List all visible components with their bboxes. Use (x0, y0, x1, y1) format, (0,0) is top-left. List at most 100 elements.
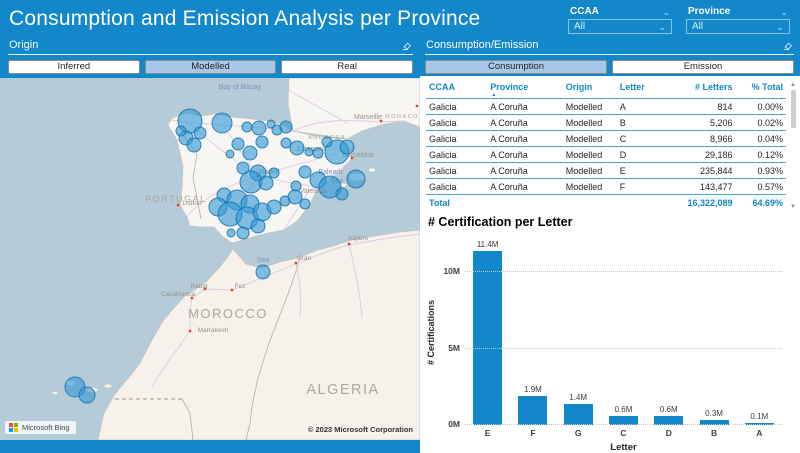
map-data-bubble[interactable] (175, 125, 187, 137)
bing-logo[interactable]: Microsoft Bing (5, 421, 76, 434)
map-data-bubble[interactable] (251, 120, 267, 136)
map-data-bubble[interactable] (186, 137, 202, 153)
data-table: CCAA Province ▲ Origin Letter # Letters% Tota… (426, 80, 786, 210)
right-panel: CCAA Province ▲ Origin Letter # Letters% Tota… (420, 76, 800, 453)
map-data-bubble[interactable] (346, 169, 366, 189)
slicer-option-consumption[interactable]: Consumption (425, 59, 607, 74)
map-data-bubble[interactable] (225, 149, 235, 159)
map-data-bubble[interactable] (304, 147, 314, 157)
map-data-bubble[interactable] (318, 175, 342, 199)
map-data-bubble[interactable] (299, 198, 311, 210)
table-row[interactable]: Galicia A Coruña Modelled C 8,966 0.04% (426, 130, 786, 147)
bing-label: Microsoft Bing (22, 423, 70, 432)
map-data-bubble[interactable] (298, 165, 312, 179)
bar-data-label: 1.4M (569, 392, 588, 402)
table-row[interactable]: Galicia A Coruña Modelled D 29,186 0.12% (426, 146, 786, 163)
map-data-bubble[interactable] (255, 135, 269, 149)
map-data-bubble[interactable] (279, 120, 293, 134)
scroll-up-icon[interactable]: ▲ (790, 82, 796, 88)
slicer-option-inferred[interactable]: Inferred (8, 59, 140, 74)
map-data-bubble[interactable] (193, 126, 207, 140)
map-data-bubble[interactable] (289, 140, 305, 156)
map-data-bubble[interactable] (268, 167, 280, 179)
sort-ascending-icon: ▲ (491, 92, 497, 98)
scroll-down-icon[interactable]: ▼ (790, 204, 796, 210)
bar-data-label: 0.3M (705, 409, 723, 419)
column-header-province[interactable]: Province ▲ (487, 80, 563, 99)
province-filter: Province ⌄ All ⌄ (686, 5, 790, 34)
map-visual[interactable]: Bay of BiscayBalearicSeaSeaMarseilleMONA… (0, 78, 420, 440)
map-data-bubble[interactable] (242, 145, 258, 161)
map-data-bubble[interactable] (255, 264, 271, 280)
map-data-bubble[interactable] (241, 121, 253, 133)
map-island-canary (51, 391, 59, 395)
map-data-bubble[interactable] (266, 119, 276, 129)
table-row[interactable]: Galicia A Coruña Modelled F 143,477 0.57% (426, 178, 786, 195)
province-dropdown-value: All (692, 21, 704, 32)
map-data-bubble[interactable] (280, 137, 292, 149)
bar-b[interactable] (699, 420, 729, 425)
bar-data-label: 0.6M (614, 404, 633, 414)
table-cell: C (616, 130, 660, 147)
table-cell: F (616, 178, 660, 195)
slicer-option-emission[interactable]: Emission (612, 59, 794, 74)
province-filter-header[interactable]: Province ⌄ (686, 5, 790, 19)
bar-f[interactable] (518, 396, 548, 425)
bar-g[interactable] (563, 403, 593, 425)
bar-d[interactable] (654, 415, 684, 425)
gridline (465, 347, 782, 349)
map-data-bubble[interactable] (321, 136, 333, 148)
bar-data-label: 0.1M (750, 412, 769, 422)
column-header-letter[interactable]: Letter (616, 80, 660, 99)
map-data-bubble[interactable] (290, 180, 302, 192)
column-header-letters[interactable]: # Letters (659, 80, 736, 99)
map-data-bubble[interactable] (231, 137, 245, 151)
scrollbar-thumb[interactable] (790, 90, 796, 128)
bar-chart-visual: # Certification per Letter # Certificati… (426, 215, 796, 453)
clear-selections-icon[interactable] (783, 40, 793, 50)
consumption-emission-slicer-options: Consumption Emission (425, 59, 794, 74)
map-data-bubble[interactable] (266, 199, 282, 215)
bar-c[interactable] (608, 415, 638, 425)
ccaa-filter-header[interactable]: CCAA ⌄ (568, 5, 672, 19)
table-scrollbar[interactable]: ▲ ▼ (788, 82, 798, 210)
map-city-dot (379, 119, 383, 123)
report-header: Consumption and Emission Analysis per Pr… (0, 0, 800, 36)
table-row[interactable]: Galicia A Coruña Modelled B 5,206 0.02% (426, 114, 786, 131)
map-data-bubble[interactable] (226, 228, 236, 238)
column-header-ccaa[interactable]: CCAA (426, 80, 488, 99)
map-data-bubble[interactable] (287, 189, 303, 205)
map-data-bubble[interactable] (312, 147, 324, 159)
map-data-bubble[interactable] (236, 226, 250, 240)
y-axis-title: # Certifications (426, 299, 436, 365)
table-cell: 235,844 (659, 162, 736, 179)
map-border-morocco-algeria (245, 256, 301, 440)
table-cell: Galicia (426, 178, 488, 195)
map-data-bubble[interactable] (211, 112, 233, 134)
table-row[interactable]: Galicia A Coruña Modelled E 235,844 0.93% (426, 162, 786, 179)
map-island-canary (103, 383, 113, 389)
map-city-dot (294, 261, 298, 265)
bar-e[interactable] (473, 251, 503, 425)
column-header-total[interactable]: % Total (735, 80, 786, 99)
slicer-option-modelled[interactable]: Modelled (144, 59, 277, 74)
ccaa-filter: CCAA ⌄ All ⌄ (568, 5, 672, 34)
map-data-bubble[interactable] (339, 139, 355, 155)
map-data-bubble[interactable] (258, 175, 274, 191)
table-row[interactable]: Galicia A Coruña Modelled A 814 0.00% (426, 98, 786, 115)
map-data-bubble[interactable] (78, 386, 96, 404)
data-table-visual: CCAA Province ▲ Origin Letter # Letters% Tota… (426, 80, 796, 210)
map-data-bubble[interactable] (236, 161, 250, 175)
clear-selections-icon[interactable] (402, 40, 412, 50)
slicer-option-real[interactable]: Real (281, 59, 414, 74)
ccaa-dropdown[interactable]: All ⌄ (568, 19, 672, 34)
map-data-bubble[interactable] (250, 218, 266, 234)
column-header-origin[interactable]: Origin (562, 80, 617, 99)
table-total-cell (562, 194, 617, 210)
province-dropdown[interactable]: All ⌄ (686, 19, 790, 34)
table-cell: 29,186 (659, 146, 736, 163)
map-data-bubble[interactable] (335, 187, 349, 201)
origin-slicer: Origin Inferred Modelled Real (0, 36, 419, 76)
